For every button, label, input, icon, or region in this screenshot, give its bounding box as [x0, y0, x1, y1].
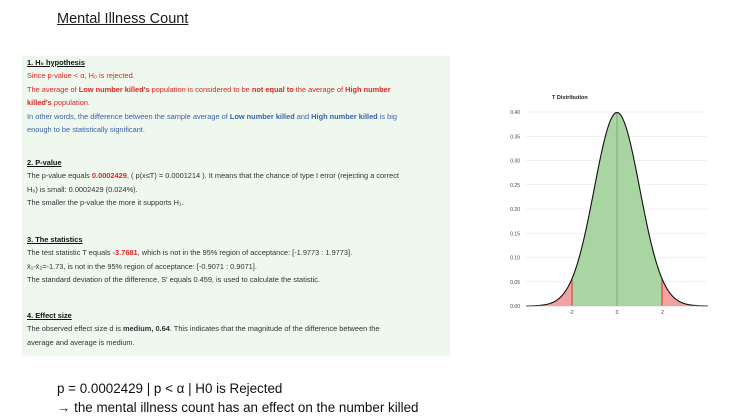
doc-title: Mental Illness Count [57, 11, 189, 27]
hypothesis-line: killed's population. [27, 98, 90, 108]
effect-line: The observed effect size d is medium, 0.… [27, 324, 380, 334]
x-tick-label: -2 [569, 310, 574, 316]
statistics-line: x̄₁-x̄₂=-1.73, is not in the 95% region … [27, 261, 257, 271]
y-tick-label: 0.00 [510, 304, 520, 310]
statistics-section: 3. The statistics The test statistic T e… [27, 233, 446, 287]
effect-section: 4. Effect size The observed effect size … [27, 309, 446, 349]
result-panel: 1. H₀ hypothesis Since p-value < α, H₀ i… [22, 56, 450, 356]
pvalue-line: H₀) is small: 0.0002429 (0.024%). [27, 184, 138, 194]
y-tick-label: 0.35 [510, 134, 520, 140]
statistics-heading: 3. The statistics [27, 235, 83, 244]
conclusion-line: → the mental illness count has an effect… [57, 400, 419, 415]
x-tick-label: 0 [616, 310, 619, 316]
pvalue-line: The smaller the p-value the more it supp… [27, 198, 184, 208]
effect-heading: 4. Effect size [27, 311, 72, 320]
hypothesis-section: 1. H₀ hypothesis Since p-value < α, H₀ i… [27, 56, 446, 136]
hypothesis-line: In other words, the difference between t… [27, 111, 398, 121]
y-tick-label: 0.30 [510, 159, 520, 165]
pvalue-section: 2. P-value The p-value equals 0.0002429,… [27, 156, 446, 210]
conclusion-line: p = 0.0002429 | p < α | H0 is Rejected [57, 381, 283, 396]
x-tick-label: 2 [661, 310, 664, 316]
statistics-line: The standard deviation of the difference… [27, 275, 320, 285]
y-tick-label: 0.25 [510, 183, 520, 189]
chart-title: T Distribution [552, 95, 588, 101]
pvalue-heading: 2. P-value [27, 158, 62, 167]
hypothesis-line: enough to be statistically significant. [27, 125, 145, 135]
y-tick-label: 0.05 [510, 280, 520, 286]
y-tick-label: 0.20 [510, 207, 520, 213]
hypothesis-line: The average of Low number killed's popul… [27, 84, 391, 94]
left-rejection-region [526, 278, 573, 306]
right-rejection-region [661, 278, 708, 306]
hypothesis-line: Since p-value < α, H₀ is rejected. [27, 71, 135, 81]
t-distribution-chart: T Distribution 0.00 0.05 0.10 0.15 0.20 0.25 0… [510, 95, 709, 316]
density-curve [525, 111, 709, 307]
hypothesis-heading: 1. H₀ hypothesis [27, 58, 85, 67]
y-tick-label: 0.40 [510, 110, 520, 116]
y-tick-label: 0.15 [510, 231, 520, 237]
y-tick-label: 0.10 [510, 256, 520, 262]
statistics-line: The test statistic T equals -3.7681, whi… [27, 248, 353, 258]
effect-line: average and average is medium. [27, 337, 135, 347]
pvalue-line: The p-value equals 0.0002429, ( p(x≤T) =… [27, 171, 399, 181]
